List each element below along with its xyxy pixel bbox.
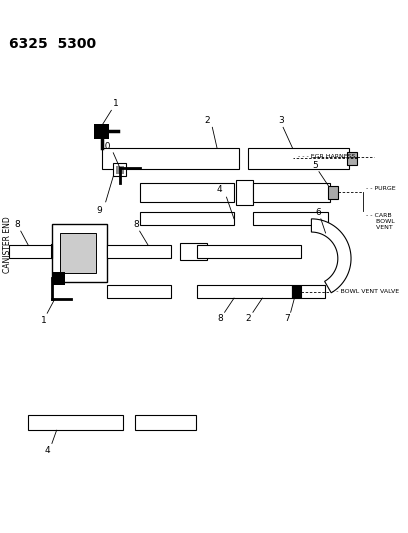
Text: 3: 3 [278,116,284,125]
Bar [140,183,234,202]
Text: 1: 1 [113,100,119,108]
Text: - - - EGR HARNESS: - - - EGR HARNESS [298,154,356,159]
Text: CANISTER END: CANISTER END [3,216,12,273]
Bar [328,186,338,199]
Text: - - CARB
     BOWL
     VENT: - - CARB BOWL VENT [366,213,395,230]
Text: 9: 9 [96,206,102,215]
Text: 10: 10 [100,142,111,151]
Bar [113,163,126,176]
Bar [292,285,301,298]
Text: 7: 7 [284,314,290,323]
Bar [253,212,328,225]
Text: - - BOWL VENT VALVE: - - BOWL VENT VALVE [332,289,399,294]
Bar [347,152,357,165]
Text: 4: 4 [216,185,222,195]
Bar [60,233,96,273]
Bar [135,415,196,430]
Text: - - PURGE: - - PURGE [366,185,396,190]
Bar [102,148,239,169]
Bar [106,285,171,298]
Bar [106,245,171,259]
Bar [301,285,325,298]
Bar [140,212,234,225]
Polygon shape [311,219,351,293]
Text: 6325  5300: 6325 5300 [9,37,97,51]
Text: 2: 2 [245,314,251,323]
Bar [248,148,349,169]
Bar [197,285,292,298]
Text: 6: 6 [315,208,321,217]
Text: 5: 5 [312,161,318,170]
Bar [197,245,301,259]
Text: 8: 8 [133,220,139,229]
Bar [28,415,123,430]
Bar [116,166,124,174]
Text: 8: 8 [217,314,223,323]
Text: 8: 8 [14,220,20,229]
Bar [253,183,330,202]
Text: 2: 2 [205,116,211,125]
Bar [9,245,52,259]
Text: 1: 1 [40,316,46,325]
Bar [236,180,253,205]
Bar [52,272,65,285]
Bar [180,244,207,260]
Bar [52,223,106,282]
Bar [94,124,109,139]
Text: 4: 4 [44,446,50,455]
